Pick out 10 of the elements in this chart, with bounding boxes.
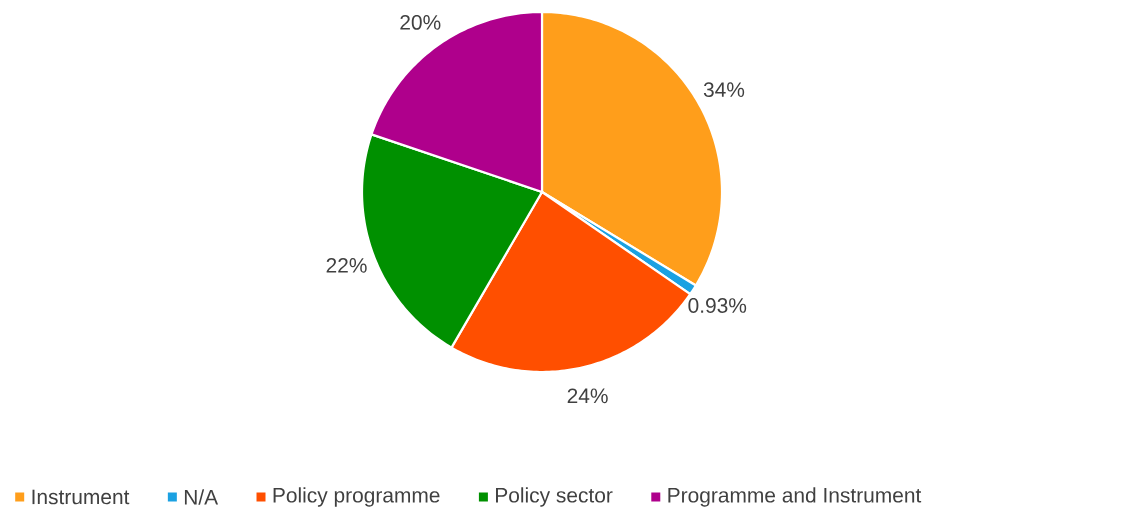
data-label: 0.93% — [688, 298, 747, 313]
legend-label: Policy sector — [496, 487, 613, 507]
legend-label: Instrument — [32, 489, 130, 505]
data-label: 24% — [567, 388, 608, 404]
data-label: 22% — [326, 258, 367, 273]
data-label: 34% — [703, 82, 745, 98]
legend-label: Policy programme — [273, 487, 440, 507]
legend-label: Programme and Instrument — [668, 487, 922, 507]
data-label: 20% — [400, 14, 441, 30]
legend-label: N/A — [184, 489, 219, 505]
